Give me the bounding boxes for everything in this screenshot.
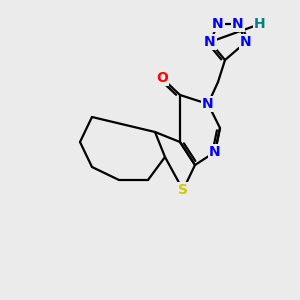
Text: N: N — [240, 35, 252, 49]
Text: N: N — [204, 35, 216, 49]
Text: N: N — [209, 145, 221, 159]
Text: N: N — [212, 17, 224, 31]
Text: S: S — [178, 183, 188, 197]
Text: N: N — [232, 17, 244, 31]
Text: O: O — [156, 71, 168, 85]
Text: N: N — [202, 97, 214, 111]
Text: H: H — [254, 17, 266, 31]
